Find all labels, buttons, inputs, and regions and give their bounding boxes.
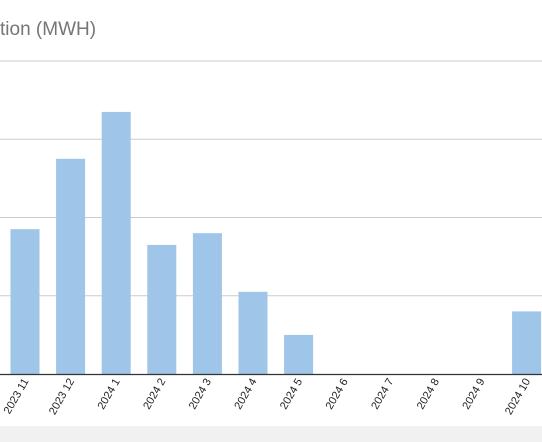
x-tick-label: 2024 1 (96, 377, 123, 412)
gridlines (0, 60, 542, 297)
x-tick-label: 2024 3 (187, 377, 214, 412)
x-tick-label: 2023 11 (2, 377, 32, 417)
bar-2023-12 (56, 158, 86, 374)
bar-chart: 2023 11 2023 12 2024 1 2024 2 2024 3 2024 4 20… (0, 60, 542, 417)
x-tick-label: 2024 9 (460, 377, 487, 412)
bar-2024-10 (512, 311, 542, 374)
bar-2024-3 (192, 233, 222, 374)
bar-2024-2 (147, 244, 177, 374)
x-tick-label: 2024 5 (278, 377, 305, 412)
chart-title: tion (MWH) (0, 19, 97, 40)
x-tick-labels: 2023 11 2023 12 2024 1 2024 2 2024 3 2024 4 20… (2, 377, 533, 417)
x-tick-label: 2024 10 (503, 377, 533, 417)
bar-2023-11 (10, 229, 40, 374)
x-tick-label: 2024 6 (324, 377, 351, 412)
bar-2024-1 (101, 111, 131, 375)
x-tick-label: 2024 8 (415, 377, 442, 412)
x-tick-label: 2023 12 (47, 377, 77, 417)
bottom-strip (0, 426, 542, 442)
x-tick-label: 2024 2 (141, 377, 168, 412)
bars (10, 111, 542, 375)
bar-2024-5 (284, 334, 314, 374)
x-tick-label: 2024 7 (369, 377, 396, 412)
x-tick-label: 2024 4 (232, 377, 259, 412)
bar-2024-4 (238, 291, 268, 374)
